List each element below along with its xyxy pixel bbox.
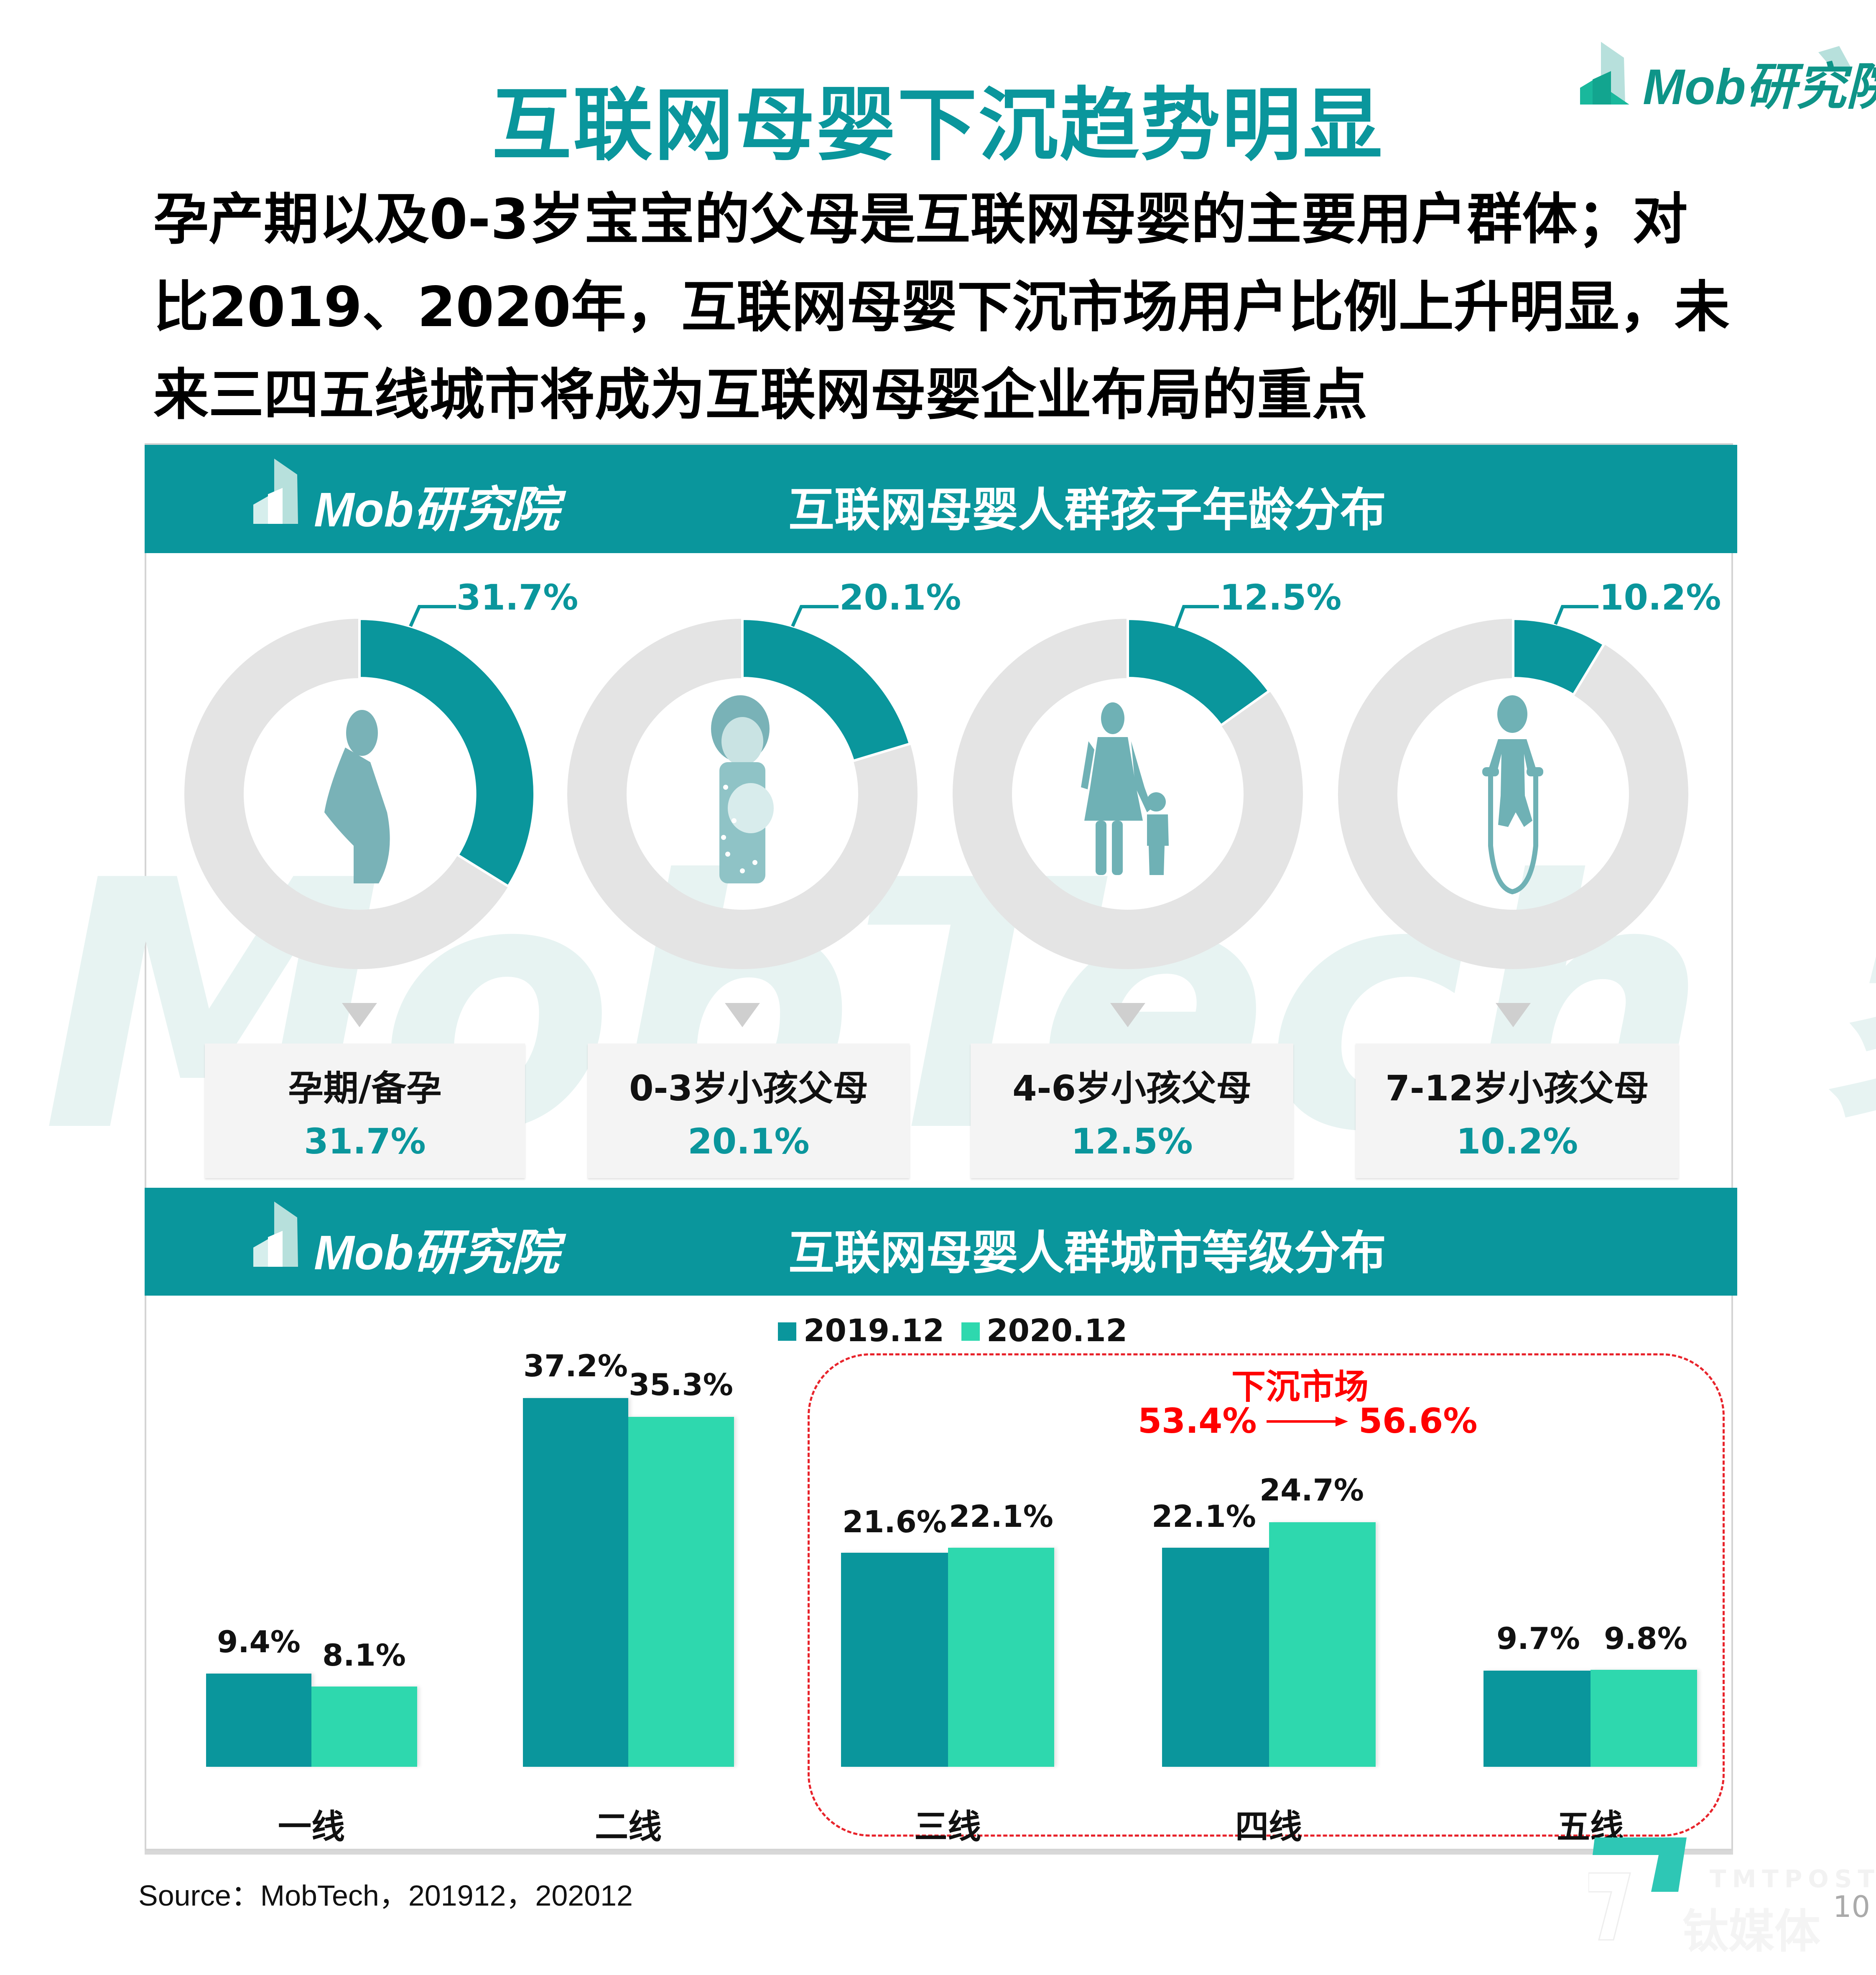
- tmtpost-logo-icon: [1588, 1837, 1687, 1941]
- summary-text: 孕产期以及0-3岁宝宝的父母是互联网母婴的主要用户群体；对 比2019、2020…: [153, 176, 1742, 439]
- child-jump-rope-icon: [1482, 695, 1543, 895]
- bar-tier2-2019: [523, 1398, 628, 1767]
- bar-value-label: 8.1%: [322, 1638, 406, 1673]
- sinking-market-from: 53.4%: [1138, 1401, 1257, 1441]
- logo-text: Mob研究院: [1643, 59, 1876, 115]
- category-value: 12.5%: [1071, 1121, 1193, 1162]
- band-title: 互联网母婴人群城市等级分布: [788, 1226, 1386, 1280]
- band-logo-text: Mob研究院: [314, 1225, 559, 1280]
- summary-line-2: 比2019、2020年，互联网母婴下沉市场用户比例上升明显，未: [153, 275, 1730, 339]
- legend-label-2019: 2019.12: [803, 1313, 945, 1349]
- mother-with-child-icon: [1081, 702, 1169, 875]
- page-number: 10: [1833, 1890, 1871, 1924]
- tmtpost-cn-text: 钛媒体: [1682, 1905, 1820, 1958]
- building-logo-icon: [1580, 42, 1852, 105]
- section-header-age: Mob研究院 互联网母婴人群孩子年龄分布: [145, 445, 1737, 553]
- age-donut-charts: [184, 605, 1688, 969]
- category-label: 0-3岁小孩父母: [629, 1068, 868, 1109]
- age-category-card: 孕期/备孕 31.7%: [205, 1044, 525, 1178]
- content-frame: [145, 443, 1733, 1850]
- category-value: 20.1%: [688, 1121, 810, 1162]
- bar-value-label: 35.3%: [629, 1367, 733, 1402]
- pointer-triangle-icon: [1110, 1003, 1145, 1027]
- source-note: Source：MobTech，201912，202012: [138, 1879, 633, 1912]
- bar-tier1-2019: [206, 1674, 311, 1767]
- bar-tier5-2019: [1483, 1671, 1591, 1767]
- donut-label-0-3: 20.1%: [839, 577, 961, 618]
- bar-tier5-2020: [1591, 1670, 1697, 1767]
- bar-value-label: 21.6%: [842, 1504, 947, 1539]
- donut-label-7-12: 10.2%: [1599, 577, 1721, 618]
- sinking-market-title: 下沉市场: [1231, 1367, 1369, 1407]
- tmtpost-watermark: TMTPOST 钛媒体: [1588, 1837, 1874, 1958]
- pointer-triangle-icon: [342, 1003, 377, 1027]
- x-axis-label: 四线: [1235, 1807, 1302, 1846]
- age-category-card: 7-12岁小孩父母 10.2%: [1356, 1044, 1679, 1178]
- band-title: 互联网母婴人群孩子年龄分布: [788, 483, 1386, 537]
- bar-tier3-2020: [948, 1548, 1054, 1767]
- sinking-market-to: 56.6%: [1359, 1401, 1478, 1441]
- mob-research-logo: Mob研究院: [1580, 42, 1876, 115]
- legend-label-2020: 2020.12: [986, 1313, 1128, 1349]
- age-category-card: 4-6岁小孩父母 12.5%: [971, 1044, 1293, 1178]
- mother-holding-baby-icon: [711, 695, 774, 883]
- legend-swatch-2020: [961, 1322, 980, 1341]
- band-logo: Mob研究院: [251, 1202, 569, 1280]
- category-label: 孕期/备孕: [288, 1068, 442, 1109]
- donut-0-3: [567, 605, 918, 969]
- bar-tier4-2020: [1269, 1522, 1376, 1767]
- bar-tier4-2019: [1162, 1548, 1269, 1767]
- band-logo: Mob研究院: [251, 459, 569, 537]
- age-category-card: 0-3岁小孩父母 20.1%: [588, 1044, 910, 1178]
- building-logo-icon: [253, 459, 298, 524]
- category-label: 4-6岁小孩父母: [1012, 1068, 1252, 1109]
- donut-7-12: [1338, 605, 1688, 969]
- sinking-market-highlight: [808, 1353, 1725, 1837]
- donut-label-pregnant: 31.7%: [456, 577, 579, 618]
- bar-tier3-2019: [841, 1553, 948, 1767]
- pregnant-woman-icon: [324, 710, 390, 883]
- x-axis-label: 三线: [914, 1807, 981, 1846]
- category-label: 7-12岁小孩父母: [1385, 1068, 1649, 1109]
- bar-value-label: 9.4%: [217, 1624, 301, 1659]
- bar-value-label: 9.8%: [1604, 1621, 1687, 1656]
- pointer-triangle-icon: [725, 1003, 760, 1027]
- donut-label-4-6: 12.5%: [1220, 577, 1342, 618]
- x-axis-label: 二线: [595, 1807, 662, 1846]
- arrow-right-icon: [1267, 1416, 1348, 1426]
- page-title: 互联网母婴下沉趋势明显: [492, 79, 1384, 171]
- bar-value-label: 22.1%: [949, 1499, 1053, 1534]
- donut-pregnant: [184, 605, 536, 969]
- category-value: 31.7%: [304, 1121, 426, 1162]
- bar-tier2-2020: [628, 1417, 734, 1767]
- section-header-city: Mob研究院 互联网母婴人群城市等级分布: [145, 1188, 1737, 1296]
- category-value: 10.2%: [1456, 1121, 1578, 1162]
- tmtpost-text: TMTPOST: [1710, 1865, 1876, 1893]
- bar-value-label: 22.1%: [1152, 1499, 1256, 1534]
- x-axis-label: 一线: [278, 1807, 345, 1846]
- bar-value-label: 37.2%: [523, 1348, 628, 1383]
- pointer-triangle-icon: [1496, 1003, 1531, 1027]
- bar-value-label: 24.7%: [1259, 1472, 1364, 1508]
- building-logo-icon: [253, 1202, 298, 1267]
- legend-swatch-2019: [778, 1322, 796, 1341]
- donut-4-6: [953, 605, 1303, 969]
- bar-tier1-2020: [311, 1687, 417, 1767]
- summary-line-3: 来三四五线城市将成为互联网母婴企业布局的重点: [153, 363, 1367, 427]
- band-logo-text: Mob研究院: [314, 482, 559, 537]
- bar-value-label: 9.7%: [1496, 1621, 1580, 1656]
- summary-line-1: 孕产期以及0-3岁宝宝的父母是互联网母婴的主要用户群体；对: [153, 187, 1688, 252]
